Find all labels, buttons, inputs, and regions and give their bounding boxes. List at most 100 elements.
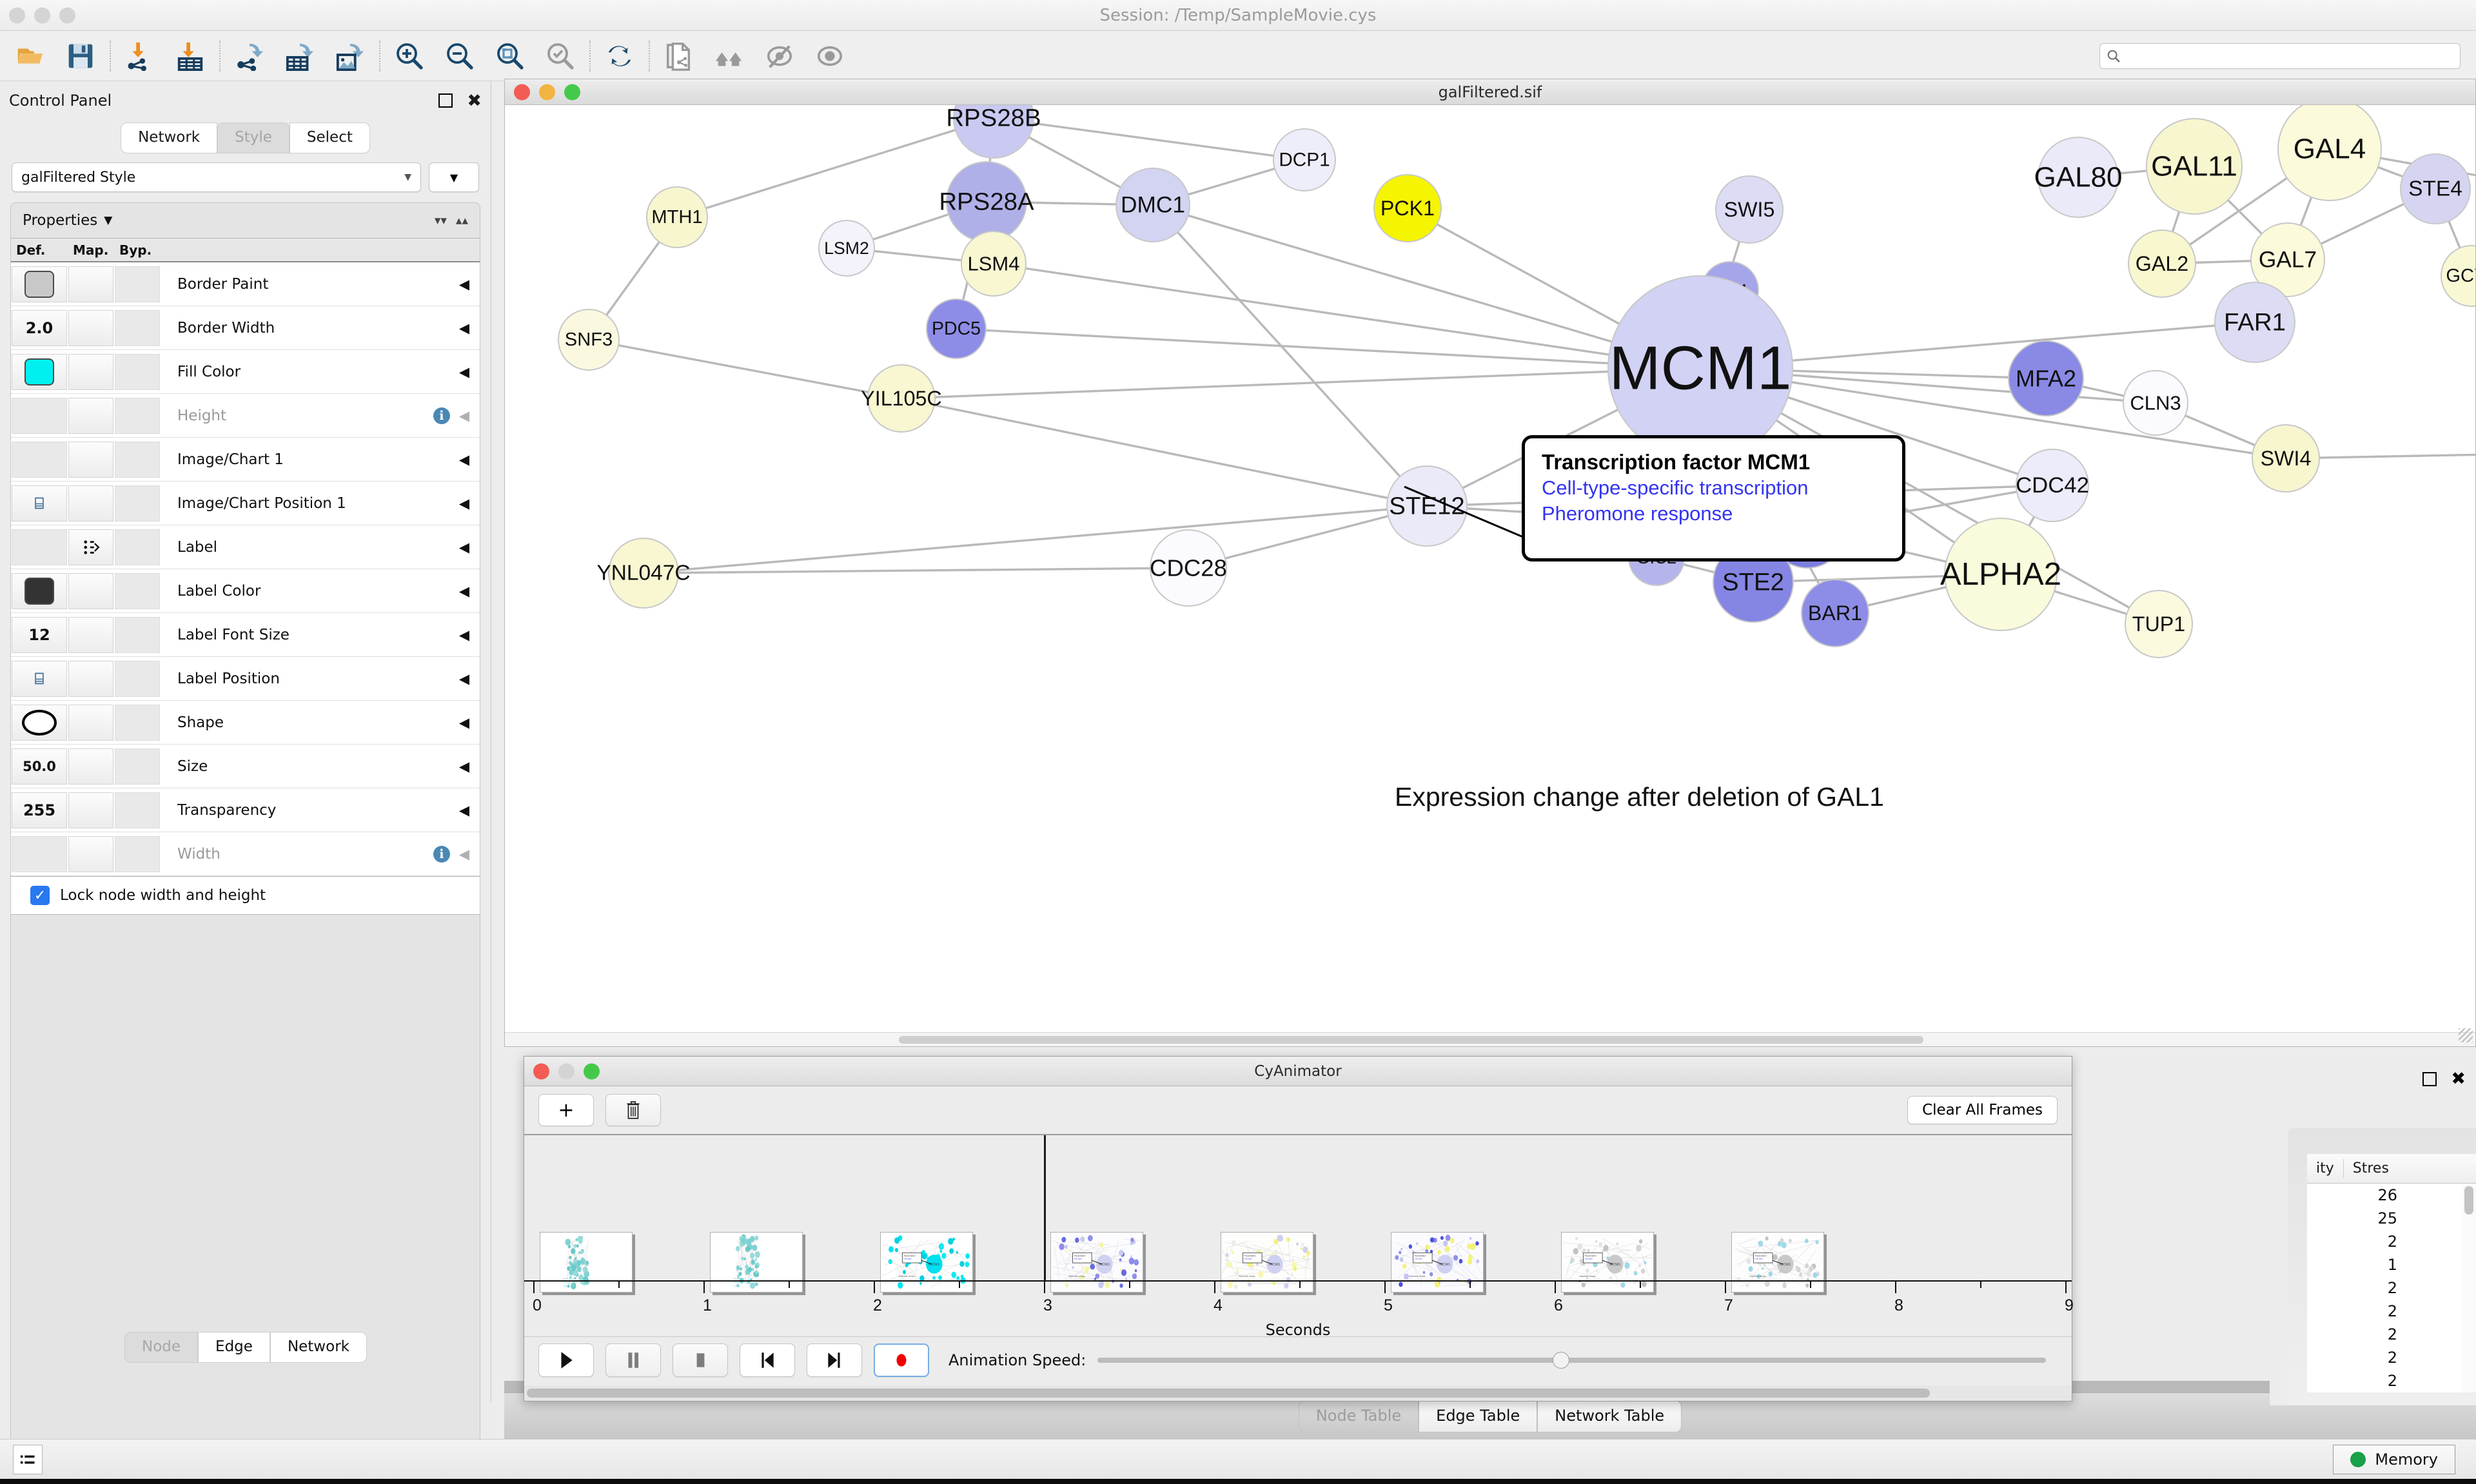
network-node[interactable]: GAL4 (2277, 105, 2382, 201)
skip-start-button[interactable] (740, 1343, 795, 1377)
network-node[interactable]: GAL11 (2146, 118, 2243, 215)
clear-all-frames-button[interactable]: Clear All Frames (1907, 1096, 2058, 1124)
node-shape[interactable] (2252, 424, 2320, 493)
cyanimator-bottom-scrollbar[interactable] (524, 1385, 2072, 1401)
node-shape[interactable] (2250, 222, 2325, 297)
network-node[interactable]: GAL2 (2128, 229, 2196, 298)
network-node[interactable]: STE2 (1713, 542, 1794, 623)
network-node[interactable]: DCP1 (1273, 128, 1336, 191)
property-row[interactable]: 12 Label Font Size ◀ (11, 613, 480, 657)
expand-property-arrow[interactable]: ◀ (458, 802, 469, 818)
network-node[interactable]: MCM1 (1607, 275, 1793, 461)
delete-frame-button[interactable] (605, 1094, 661, 1126)
network-node[interactable]: YIL105C (861, 364, 942, 433)
network-canvas[interactable]: MTH1 LSM2 RPS28A RPS28B DMC1 DCP1 PCK1 SWI5 GAL8… (505, 105, 2475, 1046)
tab-network[interactable]: Network (121, 122, 218, 153)
node-shape[interactable] (1801, 579, 1869, 647)
timeline-frame[interactable]: MCM1 Transcription Cell-type Expression cha… (1731, 1232, 1824, 1293)
record-button[interactable] (874, 1343, 929, 1377)
property-default-cell[interactable] (12, 353, 67, 390)
info-icon[interactable]: i (433, 407, 450, 424)
column-stress[interactable]: Stres (2352, 1160, 2389, 1176)
close-window-button[interactable] (9, 7, 25, 23)
property-mapping-cell[interactable] (68, 835, 113, 872)
close-cyanimator-button[interactable] (533, 1063, 549, 1079)
maximize-cyanimator-button[interactable] (584, 1063, 600, 1079)
hide-selected-icon[interactable] (754, 34, 805, 79)
property-row[interactable]: Label ◀ (11, 525, 480, 569)
close-panel-icon[interactable]: ✖ (467, 90, 482, 111)
tab-select[interactable]: Select (289, 122, 370, 153)
property-bypass-cell[interactable] (115, 353, 160, 390)
node-shape[interactable] (2441, 245, 2475, 307)
export-network-icon[interactable] (224, 34, 275, 79)
network-node[interactable]: SNF3 (558, 309, 620, 371)
network-node[interactable]: TUP1 (2125, 590, 2193, 658)
network-edge[interactable] (901, 397, 1428, 507)
property-row[interactable]: Border Paint ◀ (11, 262, 480, 306)
status-list-button[interactable] (13, 1444, 43, 1474)
expand-property-arrow[interactable]: ◀ (458, 583, 469, 599)
property-mapping-cell[interactable] (68, 353, 113, 390)
property-row[interactable]: Shape ◀ (11, 701, 480, 745)
search-input[interactable] (2126, 48, 2453, 64)
collapse-all-icon[interactable]: ▾▾ (434, 213, 447, 228)
property-default-cell[interactable] (12, 572, 67, 609)
expand-property-arrow[interactable]: ◀ (458, 451, 469, 467)
style-options-button[interactable]: ▼ (429, 162, 479, 192)
color-swatch[interactable] (25, 358, 54, 386)
property-bypass-cell[interactable] (115, 616, 160, 653)
node-shape[interactable] (646, 186, 708, 248)
network-edge[interactable] (993, 117, 1305, 161)
network-node[interactable]: ALPHA2 (1940, 518, 2061, 631)
zoom-selected-icon[interactable] (535, 34, 585, 79)
network-node[interactable]: YNL047C (596, 538, 691, 609)
property-mapping-cell[interactable] (68, 704, 113, 741)
stop-button[interactable] (673, 1343, 728, 1377)
property-row[interactable]: Fill Color ◀ (11, 350, 480, 394)
skip-end-button[interactable] (807, 1343, 862, 1377)
network-resize-grip[interactable] (2459, 1028, 2473, 1042)
open-folder-icon[interactable] (5, 34, 55, 79)
network-window-controls[interactable] (514, 84, 580, 100)
style-select[interactable]: galFiltered Style ▼ (12, 162, 421, 192)
property-default-cell[interactable]: 12 (12, 616, 67, 653)
close-table-panel-icon[interactable]: ✖ (2451, 1069, 2466, 1089)
network-node[interactable]: MTH1 (646, 186, 708, 248)
expand-property-arrow[interactable]: ◀ (458, 320, 469, 336)
property-bypass-cell[interactable] (115, 529, 160, 565)
tab-node[interactable]: Node (124, 1332, 199, 1363)
color-swatch[interactable] (25, 577, 54, 605)
node-shape[interactable] (1944, 518, 2058, 631)
property-bypass-cell[interactable] (115, 835, 160, 872)
property-mapping-cell[interactable] (68, 529, 113, 565)
float-panel-icon[interactable] (438, 93, 453, 108)
timeline-playhead[interactable] (1044, 1135, 1046, 1280)
zoom-out-icon[interactable] (435, 34, 485, 79)
network-edge[interactable] (2285, 452, 2475, 460)
expand-property-arrow[interactable]: ◀ (458, 407, 469, 424)
zoom-in-icon[interactable] (384, 34, 435, 79)
property-mapping-cell[interactable] (68, 397, 113, 434)
new-network-icon[interactable] (654, 34, 704, 79)
table-row[interactable]: 2 (2307, 1369, 2476, 1392)
network-node[interactable]: GCY1 (2441, 245, 2475, 307)
property-bypass-cell[interactable] (115, 660, 160, 697)
minimize-network-window-button[interactable] (539, 84, 555, 100)
lock-node-size-row[interactable]: ✓ Lock node width and height (11, 877, 480, 915)
node-shape[interactable] (1273, 128, 1336, 191)
property-row[interactable]: 255 Transparency ◀ (11, 788, 480, 832)
network-node[interactable]: STE4 (2400, 153, 2471, 224)
node-annotation-box[interactable]: Transcription factor MCM1 Cell-type-spec… (1522, 435, 1905, 561)
network-node[interactable]: MFA2 (2008, 340, 2084, 416)
property-bypass-cell[interactable] (115, 704, 160, 741)
node-shape[interactable] (2214, 282, 2295, 363)
node-shape[interactable] (2128, 229, 2196, 298)
node-shape[interactable] (953, 105, 1034, 159)
node-shape[interactable] (2123, 370, 2188, 436)
zoom-fit-icon[interactable] (485, 34, 535, 79)
network-node[interactable]: CLN3 (2123, 370, 2188, 436)
expand-property-arrow[interactable]: ◀ (458, 714, 469, 730)
table-row[interactable]: 2 (2307, 1346, 2476, 1369)
color-swatch[interactable] (25, 270, 54, 298)
